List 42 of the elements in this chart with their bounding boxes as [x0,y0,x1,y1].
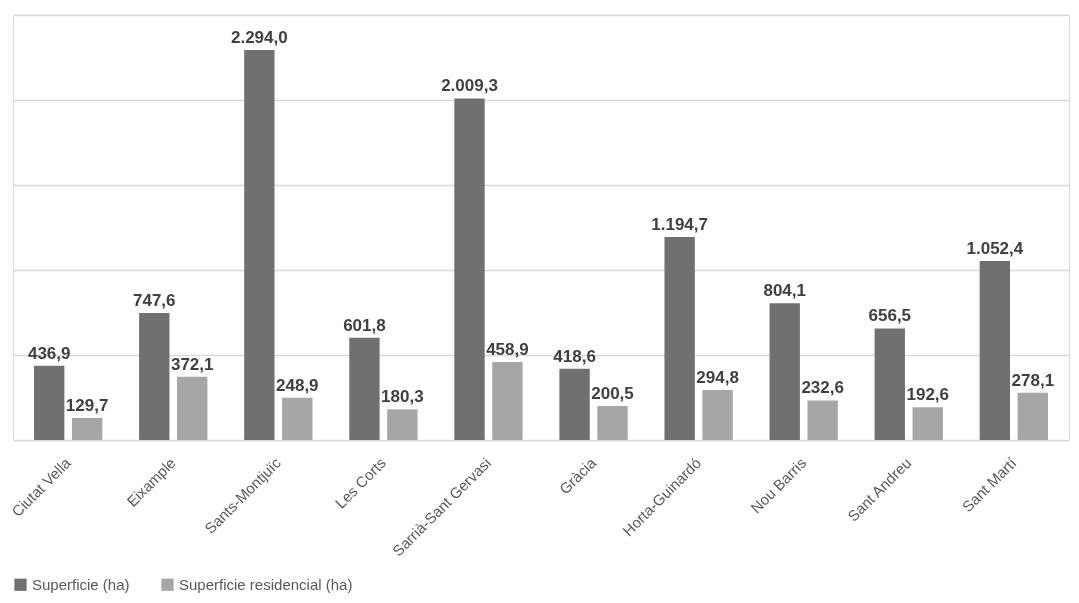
legend-label: Superficie (ha) [32,575,130,593]
bar [702,389,733,440]
data-label: 180,3 [381,387,424,407]
data-label: 1.194,7 [651,214,709,234]
bar [769,303,800,440]
data-label: 192,6 [906,385,950,405]
bar [664,236,695,440]
legend-label: Superficie residencial (ha) [179,575,353,593]
data-label: 248,9 [276,375,319,395]
bar [1017,392,1048,440]
bar [139,312,170,440]
data-label: 418,6 [553,346,596,366]
bar [177,376,208,440]
data-label: 601,8 [343,315,386,335]
data-label: 2.009,3 [441,76,498,96]
data-label: 747,6 [132,290,176,310]
data-label: 436,9 [27,343,71,363]
bar [34,365,65,440]
data-label: 804,1 [763,281,806,301]
bar [874,328,905,440]
data-label: 656,5 [868,306,912,326]
data-label: 129,7 [65,395,109,415]
data-label: 294,8 [696,367,739,387]
data-label: 232,6 [801,378,844,398]
bar [454,98,485,440]
bar [559,368,590,440]
bar [244,50,275,440]
data-label: 278,1 [1011,370,1055,390]
data-label: 372,1 [170,354,214,374]
bar [912,407,943,440]
data-label: 458,9 [486,339,529,359]
bar [282,397,313,440]
bar [71,417,103,440]
bar [492,361,523,440]
bar [387,409,418,440]
data-label: 2.294,0 [230,28,288,48]
bar [807,400,838,440]
bar [349,337,380,440]
bar [597,405,628,440]
data-label: 200,5 [591,383,634,403]
bar [979,261,1011,440]
data-label: 1.052,4 [966,239,1024,259]
